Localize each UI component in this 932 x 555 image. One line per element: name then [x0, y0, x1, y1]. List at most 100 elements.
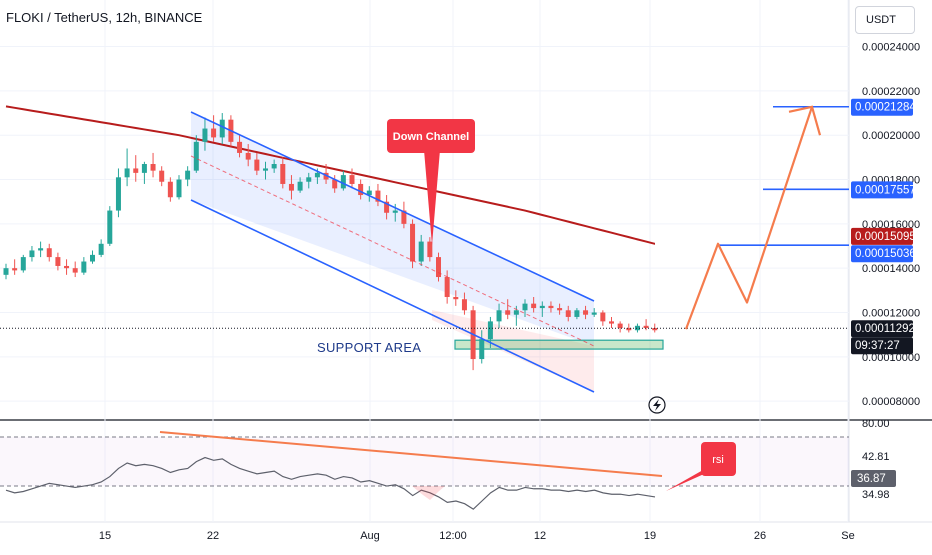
- candle-body: [115, 177, 121, 211]
- candle-body: [496, 310, 502, 322]
- candle-body: [263, 168, 268, 171]
- candle-body: [505, 310, 511, 315]
- candle-body: [479, 339, 485, 360]
- time-axis-label: 15: [99, 530, 111, 542]
- candle-body: [3, 268, 9, 275]
- candle-body: [107, 210, 113, 244]
- price-tag: 0.00015095: [851, 227, 916, 245]
- price-axis-label: 0.00014000: [862, 263, 920, 275]
- rsi-pane[interactable]: rsi: [0, 431, 849, 510]
- candle-body: [366, 190, 372, 196]
- price-axis-label: 0.00020000: [862, 130, 920, 142]
- candle-body: [219, 119, 225, 138]
- projection-path[interactable]: [684, 106, 814, 330]
- time-axis-label: 26: [754, 530, 766, 542]
- time-axis-label: Se: [841, 530, 854, 542]
- price-axis-label: 0.00022000: [862, 86, 920, 98]
- price-tags: 0.00021284 0.00017557 0.00015095 0.00015036…: [851, 98, 916, 355]
- candle-body: [159, 170, 165, 182]
- lightning-icon[interactable]: [648, 396, 666, 414]
- ma-line: [5, 105, 655, 245]
- candle-body: [513, 310, 519, 315]
- candle-body: [643, 325, 649, 329]
- candle-body: [98, 243, 104, 255]
- price-tag-box: [851, 181, 913, 199]
- candle-body: [583, 310, 589, 315]
- candle-body: [358, 183, 364, 196]
- channel-lower-line[interactable]: [190, 199, 595, 393]
- candle-body: [600, 312, 606, 322]
- candle-body: [185, 170, 191, 180]
- channel-mid-line: [190, 155, 595, 347]
- support-zone[interactable]: [454, 339, 664, 350]
- candle-body: [410, 223, 416, 262]
- price-axis-label: 0.00016000: [862, 219, 920, 231]
- rsi-axis-label: 42.81: [862, 451, 890, 463]
- candle-body: [193, 141, 199, 171]
- rsi-line: [5, 456, 656, 510]
- candle-body: [314, 172, 320, 178]
- candle-body: [124, 168, 130, 178]
- price-axis-label: 0.00024000: [862, 42, 920, 54]
- price-tag-label: 0.00017557: [855, 184, 916, 196]
- candle-body: [392, 210, 398, 213]
- candle-body: [557, 308, 563, 311]
- candle-body: [384, 201, 390, 213]
- candle-body: [20, 257, 26, 271]
- candle-body: [375, 190, 381, 202]
- candle-body: [237, 141, 243, 153]
- time-axis-label: 12: [534, 530, 546, 542]
- candle-body: [453, 296, 459, 300]
- candle-body: [202, 128, 208, 142]
- price-tag: 09:37:27: [851, 337, 913, 355]
- candle-body: [531, 303, 537, 309]
- time-axis[interactable]: 15 22 Aug 12:00 12 19 26 Se: [99, 530, 855, 542]
- candle-body: [418, 241, 424, 262]
- candle-body: [427, 241, 433, 258]
- candle-body: [245, 152, 251, 160]
- candle-body: [280, 164, 286, 184]
- price-tag-label: 0.00011292: [855, 323, 915, 335]
- channel-fill-upper: [191, 112, 594, 346]
- candle-body: [133, 168, 139, 173]
- currency-unit-button[interactable]: USDT: [855, 6, 915, 34]
- candle-body: [565, 310, 571, 317]
- candle-body: [176, 179, 182, 198]
- time-axis-label: 22: [207, 530, 219, 542]
- price-tag-box: [851, 98, 913, 116]
- candle-body: [167, 181, 173, 198]
- rsi-callout[interactable]: rsi: [666, 442, 736, 491]
- moving-average: [5, 105, 655, 245]
- candle-body: [401, 210, 407, 224]
- candle-body: [626, 328, 632, 331]
- candle-body: [487, 321, 493, 340]
- candle-body: [254, 159, 260, 171]
- rsi-tag-label: 36.87: [857, 473, 886, 485]
- candle-body: [29, 250, 35, 258]
- rsi-callout-label: rsi: [712, 454, 724, 466]
- price-tag-label: 0.00015036: [855, 248, 916, 260]
- candle-body: [461, 299, 467, 311]
- rsi-axis-label: 80.00: [862, 418, 890, 430]
- price-tag: 0.00015036: [851, 245, 916, 263]
- price-axis-label: 0.00010000: [862, 352, 920, 364]
- candle-body: [574, 310, 580, 317]
- candle-body: [12, 268, 18, 271]
- price-tag-box: [851, 245, 913, 263]
- down-channel-callout[interactable]: Down Channel: [387, 119, 475, 245]
- candle-body: [634, 325, 640, 331]
- candle-body: [55, 257, 61, 266]
- candles: [3, 113, 658, 371]
- support-area-label[interactable]: SUPPORT AREA: [317, 340, 421, 355]
- price-tag-box: [851, 337, 913, 355]
- price-tag: 0.00021284: [851, 98, 916, 116]
- candle-body: [436, 257, 441, 278]
- candle-body: [90, 254, 95, 262]
- time-axis-label: 19: [644, 530, 656, 542]
- price-tag: 0.00011292: [851, 320, 915, 338]
- rsi-divergence-line[interactable]: [159, 431, 663, 477]
- channel-upper-line[interactable]: [190, 111, 595, 302]
- candle-body: [297, 181, 303, 191]
